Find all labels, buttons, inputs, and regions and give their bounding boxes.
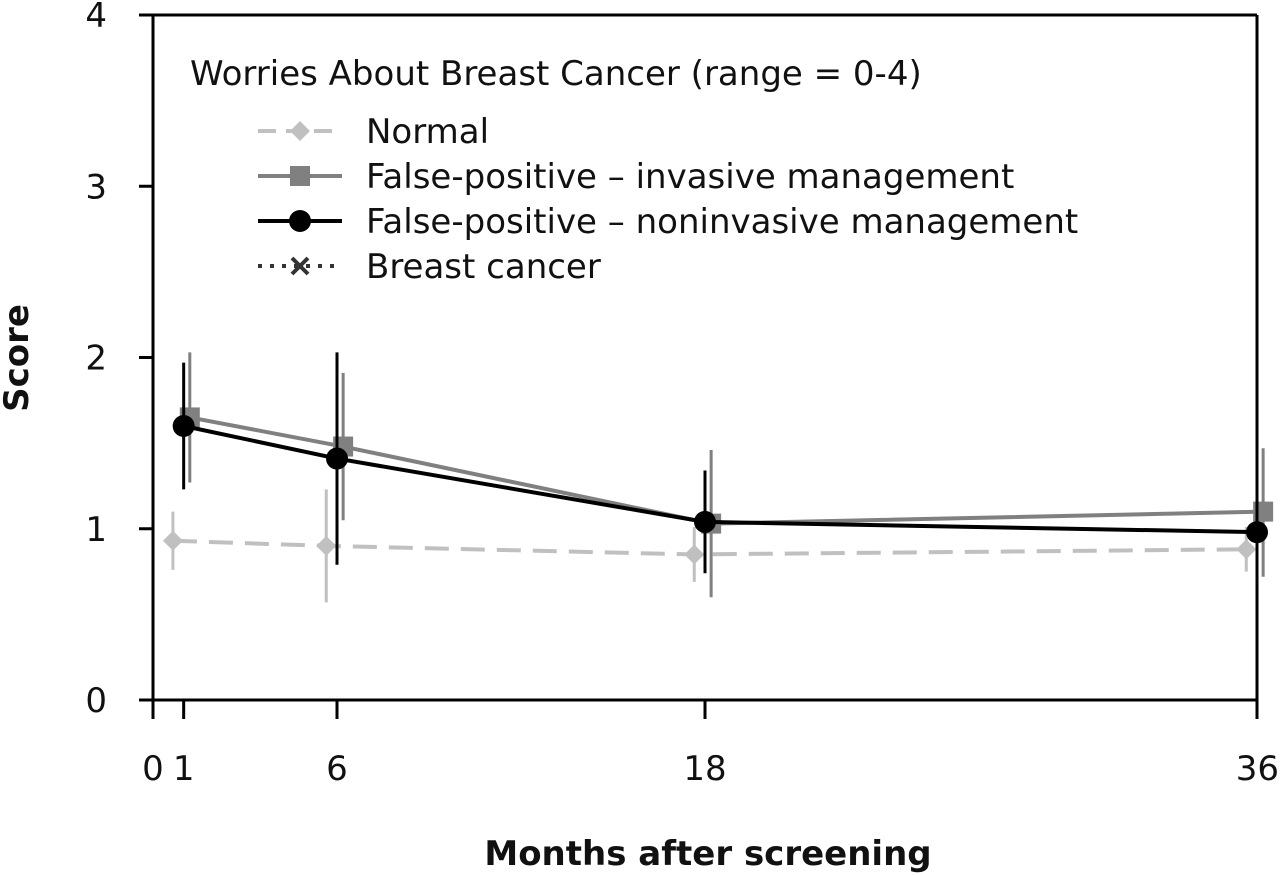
y-axis-title: Score bbox=[0, 304, 37, 412]
legend-item-3: Breast cancer bbox=[258, 247, 601, 287]
legend-item-2: False-positive – noninvasive management bbox=[258, 202, 1078, 242]
series-2 bbox=[172, 352, 1268, 584]
x-tick-label: 6 bbox=[326, 749, 348, 789]
y-tick-label: 1 bbox=[85, 510, 107, 550]
legend-item-0: Normal bbox=[258, 112, 489, 152]
x-tick-label: 0 bbox=[142, 749, 164, 789]
series-0 bbox=[162, 489, 1257, 603]
series-line bbox=[189, 415, 1264, 526]
data-point bbox=[694, 510, 716, 533]
x-marker-stroke bbox=[290, 256, 310, 276]
data-point bbox=[1246, 521, 1268, 544]
series-layer bbox=[162, 352, 1274, 603]
y-tick-label: 4 bbox=[85, 0, 107, 36]
x-tick-label: 1 bbox=[173, 749, 195, 789]
data-point bbox=[172, 415, 195, 437]
legend-title: Worries About Breast Cancer (range = 0-4… bbox=[190, 54, 922, 94]
series-line bbox=[183, 424, 1258, 535]
y-axis: 0 1 2 3 4 bbox=[85, 0, 155, 721]
legend-swatch-marker bbox=[290, 256, 310, 276]
legend-swatch-marker bbox=[290, 121, 310, 141]
x-tick-label: 36 bbox=[1236, 749, 1279, 789]
legend-item-1: False-positive – invasive management bbox=[258, 157, 1014, 197]
y-tick-label: 3 bbox=[85, 167, 107, 207]
x-axis: 0 1 6 18 36 bbox=[142, 698, 1279, 789]
x-tick-label: 18 bbox=[683, 749, 726, 789]
legend-label: Breast cancer bbox=[366, 247, 601, 287]
plot-area bbox=[153, 13, 1259, 700]
legend: Worries About Breast Cancer (range = 0-4… bbox=[190, 54, 1078, 287]
legend-swatch-marker bbox=[290, 166, 310, 186]
series-line bbox=[172, 538, 1247, 557]
x-axis-title: Months after screening bbox=[484, 834, 931, 874]
data-point bbox=[316, 535, 337, 556]
legend-label: Normal bbox=[366, 112, 489, 152]
legend-swatch-marker bbox=[289, 210, 311, 232]
data-point bbox=[162, 530, 183, 551]
legend-label: False-positive – noninvasive management bbox=[366, 202, 1078, 242]
legend-label: False-positive – invasive management bbox=[366, 157, 1014, 197]
y-tick-label: 2 bbox=[85, 339, 107, 379]
series-1 bbox=[179, 352, 1274, 598]
y-tick-label: 0 bbox=[85, 681, 107, 721]
data-point bbox=[684, 544, 705, 565]
data-point bbox=[1236, 539, 1257, 560]
data-point bbox=[326, 447, 348, 470]
